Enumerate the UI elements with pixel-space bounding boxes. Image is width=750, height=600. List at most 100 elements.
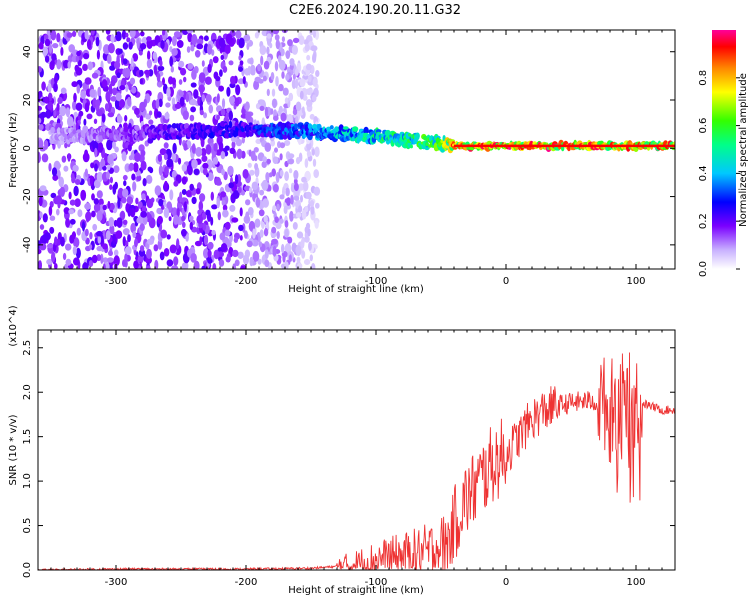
noise-blob bbox=[229, 147, 236, 154]
snr-frame bbox=[37, 329, 676, 571]
noise-blob bbox=[123, 180, 127, 187]
noise-blob bbox=[96, 230, 103, 237]
noise-blob bbox=[105, 91, 111, 102]
noise-blob bbox=[47, 101, 54, 111]
noise-blob bbox=[302, 74, 309, 80]
noise-blob bbox=[196, 214, 203, 224]
noise-blob bbox=[249, 64, 256, 76]
noise-blob bbox=[300, 238, 305, 249]
noise-blob bbox=[182, 221, 186, 228]
noise-blob bbox=[171, 265, 179, 269]
noise-blob bbox=[118, 99, 126, 108]
noise-blob bbox=[314, 220, 319, 229]
x-tick-label: -300 bbox=[105, 276, 128, 287]
noise-blob bbox=[234, 259, 240, 267]
colorbar-tick-label: 0.6 bbox=[698, 118, 709, 134]
noise-blob bbox=[207, 63, 212, 73]
noise-blob bbox=[252, 228, 256, 239]
noise-blob bbox=[220, 151, 226, 160]
noise-blob bbox=[262, 156, 268, 163]
snr-x-axis-label: Height of straight line (km) bbox=[288, 585, 424, 596]
noise-blob bbox=[114, 181, 118, 190]
noise-blob bbox=[91, 72, 99, 79]
noise-blob bbox=[258, 209, 265, 217]
noise-blob bbox=[260, 55, 264, 66]
y-tick-label: 2.0 bbox=[22, 384, 33, 400]
colorbar-tick-label: 0.2 bbox=[698, 213, 709, 229]
noise-blob bbox=[157, 215, 164, 225]
noise-blob bbox=[310, 205, 315, 215]
y-tick-label: -40 bbox=[22, 237, 33, 253]
noise-blob bbox=[67, 116, 74, 127]
ridge-point bbox=[424, 146, 430, 151]
noise-blob bbox=[306, 54, 311, 61]
noise-blob bbox=[305, 88, 313, 96]
noise-blob bbox=[163, 153, 168, 161]
noise-blob bbox=[76, 84, 81, 94]
noise-blob bbox=[267, 185, 272, 192]
noise-blob bbox=[110, 79, 116, 87]
noise-blob bbox=[271, 88, 276, 97]
noise-blob bbox=[225, 33, 233, 45]
noise-blob bbox=[150, 197, 155, 203]
noise-blob bbox=[304, 158, 309, 169]
noise-blob bbox=[129, 30, 136, 38]
noise-blob bbox=[62, 252, 67, 261]
noise-blob bbox=[159, 148, 167, 156]
noise-blob bbox=[264, 249, 269, 259]
noise-blob bbox=[181, 207, 185, 216]
noise-blob bbox=[107, 200, 111, 209]
noise-blob bbox=[186, 165, 191, 173]
noise-blob bbox=[153, 64, 157, 75]
noise-blob bbox=[211, 229, 216, 236]
noise-blob bbox=[178, 90, 184, 97]
noise-blob bbox=[237, 78, 245, 85]
noise-blob bbox=[221, 98, 226, 109]
noise-blob bbox=[198, 200, 204, 212]
noise-blob bbox=[145, 265, 151, 269]
noise-blob bbox=[232, 249, 239, 258]
noise-blob bbox=[221, 168, 225, 176]
noise-blob bbox=[112, 233, 116, 245]
ridge-point bbox=[98, 135, 104, 143]
noise-blob bbox=[243, 34, 251, 42]
noise-blob bbox=[257, 258, 262, 265]
noise-blob bbox=[138, 50, 143, 56]
noise-blob bbox=[235, 84, 241, 96]
noise-blob bbox=[245, 211, 250, 221]
noise-blob bbox=[225, 256, 231, 263]
noise-blob bbox=[185, 93, 189, 103]
noise-blob bbox=[301, 106, 305, 114]
noise-blob bbox=[146, 212, 151, 220]
noise-blob bbox=[144, 69, 151, 75]
noise-blob bbox=[130, 222, 137, 234]
noise-blob bbox=[125, 84, 129, 92]
snr-y-multiplier: (x10^4) bbox=[8, 305, 19, 346]
noise-blob bbox=[261, 161, 267, 168]
noise-blob bbox=[169, 56, 174, 67]
noise-blob bbox=[65, 218, 71, 228]
noise-blob bbox=[272, 245, 277, 257]
noise-blob bbox=[170, 66, 174, 73]
noise-blob bbox=[279, 153, 283, 161]
noise-blob bbox=[153, 244, 159, 252]
noise-blob bbox=[129, 77, 136, 85]
noise-blob bbox=[199, 193, 206, 202]
noise-blob bbox=[110, 34, 115, 43]
noise-blob bbox=[255, 197, 261, 208]
noise-blob bbox=[115, 92, 122, 102]
noise-blob bbox=[235, 30, 242, 39]
noise-blob bbox=[89, 88, 96, 98]
noise-blob bbox=[171, 35, 177, 47]
noise-blob bbox=[54, 236, 58, 246]
ridge-point bbox=[375, 129, 382, 134]
noise-blob bbox=[112, 87, 117, 96]
noise-blob bbox=[119, 85, 126, 91]
noise-blob bbox=[299, 90, 304, 100]
y-tick-label: -20 bbox=[22, 188, 33, 204]
noise-blob bbox=[140, 211, 148, 218]
colorbar-tick-label: 0.0 bbox=[698, 261, 709, 277]
noise-blob bbox=[93, 118, 98, 125]
noise-blob bbox=[76, 50, 81, 57]
noise-blob bbox=[166, 158, 174, 168]
